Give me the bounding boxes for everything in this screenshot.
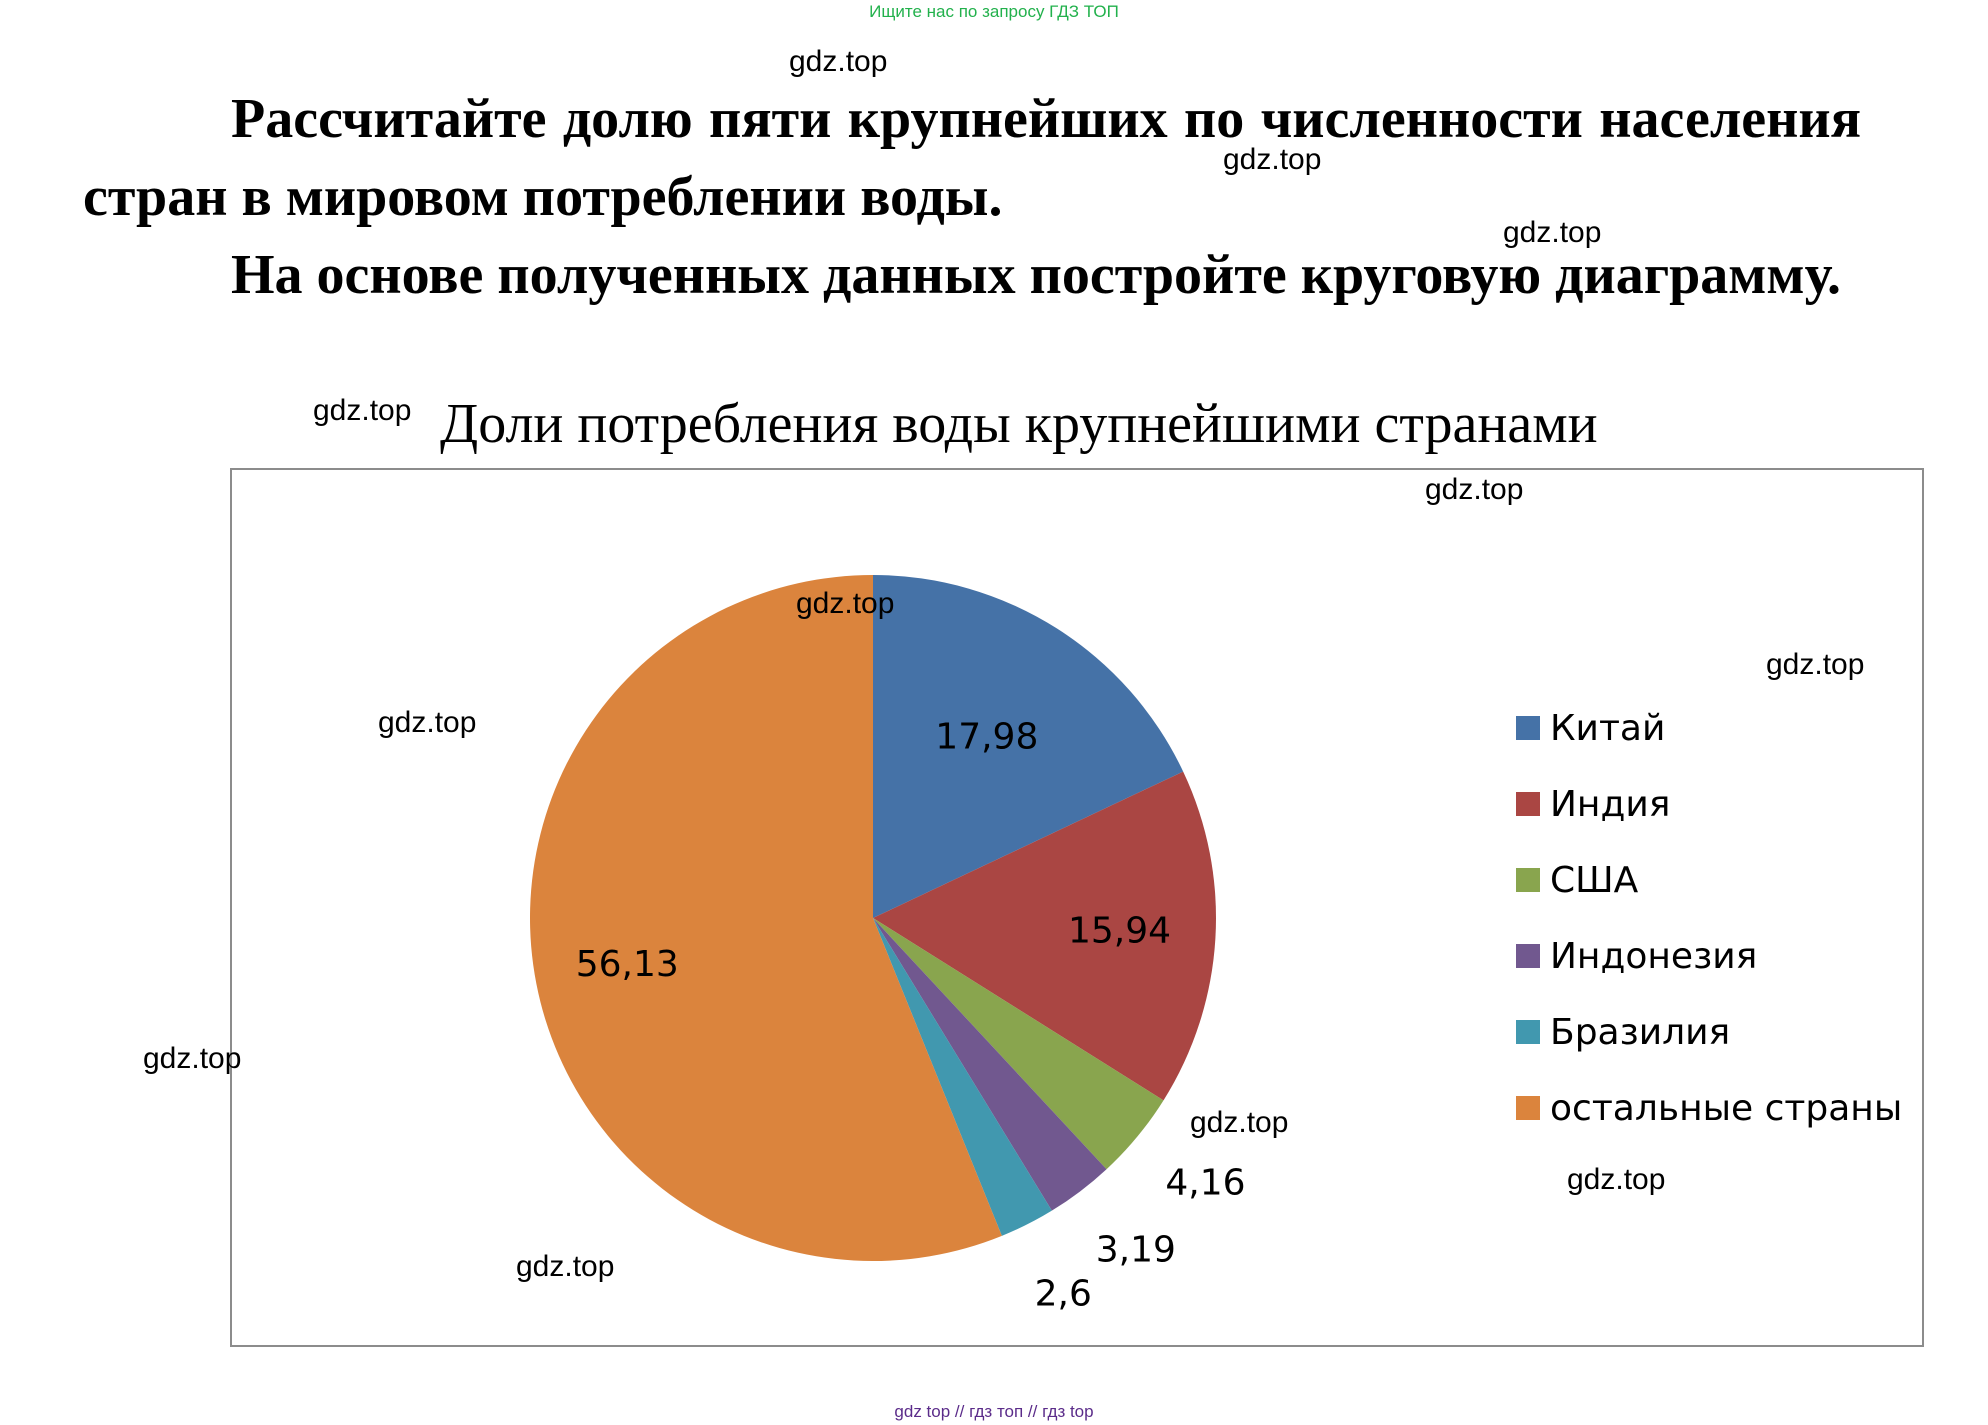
pie-slice-indonesia xyxy=(873,918,1107,1211)
search-banner: Ищите нас по запросу ГДЗ ТОП xyxy=(869,2,1119,21)
legend-swatch xyxy=(1516,792,1540,816)
pie-slice-china xyxy=(873,575,1184,918)
legend-item-other: остальные страны xyxy=(1516,1070,1916,1146)
watermark: gdz.top xyxy=(313,394,412,427)
watermark: gdz.top xyxy=(1190,1106,1289,1139)
footer-watermark: gdz top // гдз топ // гдз top xyxy=(894,1402,1094,1421)
watermark: gdz.top xyxy=(378,706,477,739)
watermark: gdz.top xyxy=(1567,1163,1666,1196)
legend-label: Бразилия xyxy=(1550,1011,1731,1053)
watermark: gdz.top xyxy=(789,45,888,78)
watermark: gdz.top xyxy=(1503,216,1602,249)
watermark: gdz.top xyxy=(1766,648,1865,681)
legend-item-usa: США xyxy=(1516,842,1916,918)
legend-label: США xyxy=(1550,859,1639,901)
data-label-india: 15,94 xyxy=(1068,911,1171,952)
watermark: gdz.top xyxy=(796,587,895,620)
legend-label: Индонезия xyxy=(1550,935,1758,977)
task-paragraph-2: На основе полученных данных постройте кр… xyxy=(231,244,1841,306)
data-label-other: 56,13 xyxy=(576,944,679,985)
data-label-indonesia: 3,19 xyxy=(1096,1229,1176,1270)
watermark: gdz.top xyxy=(1425,473,1524,506)
legend-swatch xyxy=(1516,1096,1540,1120)
data-label-brazil: 2,6 xyxy=(1035,1274,1092,1315)
legend-label: остальные страны xyxy=(1550,1087,1903,1129)
legend-item-brazil: Бразилия xyxy=(1516,994,1916,1070)
watermark: gdz.top xyxy=(516,1250,615,1283)
pie-slice-brazil xyxy=(873,918,1052,1236)
data-label-usa: 4,16 xyxy=(1165,1163,1245,1204)
legend-swatch xyxy=(1516,1020,1540,1044)
task-paragraph-1: Рассчитайте долю пяти крупнейших по числ… xyxy=(83,88,1861,228)
legend-item-indonesia: Индонезия xyxy=(1516,918,1916,994)
pie-slice-usa xyxy=(873,918,1164,1170)
legend-item-india: Индия xyxy=(1516,766,1916,842)
legend-label: Китай xyxy=(1550,707,1666,749)
watermark: gdz.top xyxy=(1223,143,1322,176)
legend-swatch xyxy=(1516,716,1540,740)
chart-title: Доли потребления воды крупнейшими страна… xyxy=(440,393,1598,455)
legend-item-china: Китай xyxy=(1516,690,1916,766)
watermark: gdz.top xyxy=(143,1042,242,1075)
pie-slice-other xyxy=(530,575,1002,1261)
legend-swatch xyxy=(1516,868,1540,892)
data-label-china: 17,98 xyxy=(935,716,1038,757)
legend-label: Индия xyxy=(1550,783,1671,825)
pie-slice-india xyxy=(873,771,1217,1101)
chart-frame xyxy=(230,468,1924,1347)
chart-legend: Китай Индия США Индонезия Бразилия остал… xyxy=(1516,690,1916,1146)
legend-swatch xyxy=(1516,944,1540,968)
